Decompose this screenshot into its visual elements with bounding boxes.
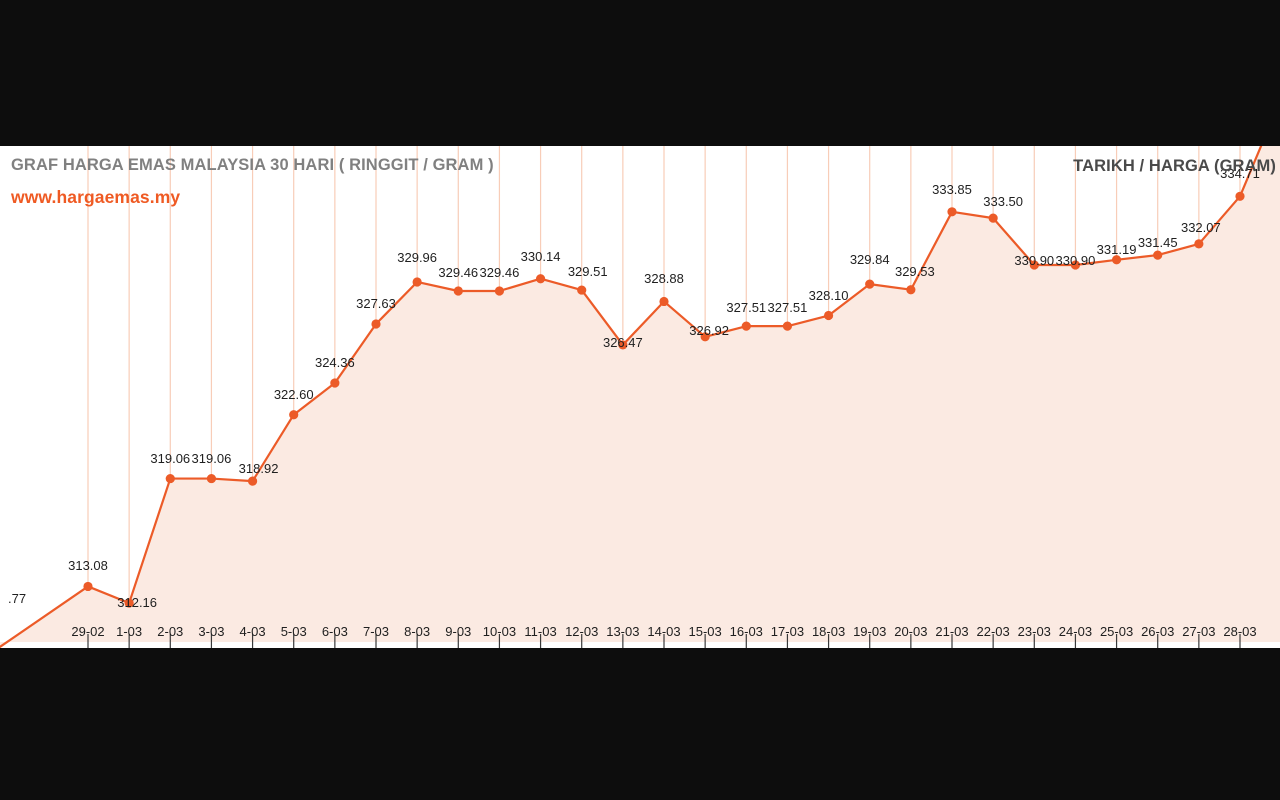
- data-value-label: 329.84: [849, 252, 890, 268]
- x-axis-date-label: 16-03: [729, 624, 763, 639]
- x-axis-date-label: 28-03: [1223, 624, 1257, 639]
- x-axis-date-label: 24-03: [1058, 624, 1093, 639]
- axis-legend-title: TARIKH / HARGA (GRAM): [1073, 157, 1276, 175]
- data-point-marker[interactable]: [947, 207, 957, 217]
- area-fill: [0, 146, 1280, 647]
- data-point-marker[interactable]: [535, 274, 546, 284]
- data-value-label: 329.51: [567, 264, 608, 280]
- chart-title: GRAF HARGA EMAS MALAYSIA 30 HARI ( RINGG…: [11, 156, 494, 174]
- x-axis-date-label: 9-03: [445, 624, 472, 639]
- data-value-label: 328.10: [808, 287, 849, 303]
- x-axis-date-label: 14-03: [647, 624, 681, 639]
- data-value-label: 328.88: [644, 271, 684, 287]
- data-value-label: 327.63: [356, 295, 396, 311]
- data-value-label: 332.07: [1180, 219, 1221, 235]
- x-axis-date-label: 20-03: [894, 624, 928, 639]
- x-axis-date-label: 17-03: [770, 624, 805, 639]
- data-value-label: 326.47: [602, 334, 643, 350]
- data-point-marker[interactable]: [165, 473, 175, 484]
- data-point-marker[interactable]: [1029, 260, 1039, 270]
- site-url-label: www.hargaemas.my: [11, 187, 181, 207]
- data-point-marker[interactable]: [206, 473, 217, 484]
- data-value-label: 333.50: [983, 194, 1024, 210]
- data-point-markers: [83, 191, 1245, 608]
- axis-ticks-group: [87, 634, 1241, 648]
- data-point-marker[interactable]: [618, 340, 628, 350]
- data-point-marker[interactable]: [330, 378, 340, 388]
- x-axis-date-label: 13-03: [606, 624, 640, 639]
- data-point-marker[interactable]: [782, 321, 793, 331]
- data-value-label: 326.92: [689, 322, 730, 338]
- x-axis-date-label: 29-02: [71, 624, 105, 639]
- data-point-marker[interactable]: [700, 332, 710, 342]
- data-value-label: 329.96: [397, 249, 438, 265]
- x-axis-date-label: 21-03: [935, 624, 969, 639]
- data-point-marker[interactable]: [823, 310, 834, 321]
- x-axis-date-label: 1-03: [116, 624, 143, 639]
- data-value-label: 333.85: [932, 181, 972, 197]
- x-axis-date-label: 3-03: [198, 624, 225, 639]
- data-point-marker[interactable]: [83, 581, 93, 592]
- data-value-label: 329.46: [438, 264, 479, 280]
- data-point-marker[interactable]: [1153, 250, 1163, 260]
- x-axis-date-label: 4-03: [239, 624, 266, 639]
- data-value-label: 327.51: [767, 300, 808, 316]
- data-value-label: 318.92: [238, 461, 279, 477]
- data-point-marker[interactable]: [659, 296, 669, 307]
- x-axis-date-label: 8-03: [404, 624, 431, 639]
- gold-price-line-chart: [0, 146, 1280, 648]
- data-point-marker[interactable]: [1070, 260, 1081, 270]
- x-axis-date-label: 26-03: [1141, 624, 1175, 639]
- x-axis-date-label: 12-03: [565, 624, 599, 639]
- data-value-label: 330.90: [1014, 253, 1055, 268]
- data-point-marker[interactable]: [741, 321, 751, 331]
- data-point-marker[interactable]: [453, 286, 463, 296]
- x-axis-date-label: 15-03: [688, 624, 722, 639]
- data-point-marker[interactable]: [1194, 239, 1204, 249]
- data-value-label: 313.08: [68, 558, 108, 574]
- data-point-marker[interactable]: [577, 285, 587, 295]
- data-point-marker[interactable]: [412, 277, 422, 287]
- x-axis-date-label: 10-03: [482, 624, 517, 639]
- data-point-marker[interactable]: [124, 598, 134, 608]
- x-axis-date-label: 2-03: [157, 624, 184, 639]
- chart-panel: .77 313.08 312.16 319.06 319.06 318.92 322.60 3…: [0, 146, 1280, 648]
- data-point-marker[interactable]: [988, 213, 998, 223]
- data-value-label: 329.53: [894, 263, 935, 279]
- data-value-label: 319.06: [150, 450, 191, 466]
- data-point-marker[interactable]: [1111, 255, 1122, 265]
- x-axis-date-label: 11-03: [524, 624, 557, 639]
- data-value-label: 331.45: [1137, 235, 1178, 251]
- data-value-label: 330.90: [1055, 253, 1096, 268]
- data-value-label: 331.19: [1096, 241, 1137, 257]
- data-value-label: 312.16: [117, 595, 158, 611]
- data-point-marker[interactable]: [865, 279, 875, 289]
- data-point-marker[interactable]: [371, 319, 381, 329]
- data-value-label: 329.46: [479, 264, 520, 280]
- x-axis-date-label: 19-03: [853, 624, 887, 639]
- x-axis-date-label: 22-03: [976, 624, 1010, 639]
- data-point-marker[interactable]: [1235, 191, 1245, 201]
- clipped-value-label: .77: [8, 590, 27, 606]
- data-value-label: 330.14: [520, 248, 561, 264]
- x-axis-date-label: 7-03: [362, 624, 390, 639]
- data-point-marker[interactable]: [906, 285, 916, 295]
- data-point-marker[interactable]: [494, 286, 505, 296]
- data-value-label: 327.51: [726, 300, 767, 316]
- data-value-label: 324.36: [314, 354, 355, 370]
- data-point-marker[interactable]: [289, 410, 299, 420]
- x-axis-date-label: 18-03: [811, 624, 846, 639]
- data-point-marker[interactable]: [247, 476, 258, 486]
- x-axis-date-label: 6-03: [321, 624, 348, 639]
- x-axis-date-label: 23-03: [1017, 624, 1051, 639]
- data-value-label: 319.06: [191, 450, 232, 466]
- data-value-label: 334.71: [1220, 166, 1260, 182]
- x-axis-date-label: 27-03: [1182, 624, 1216, 639]
- x-axis-date-label: 5-03: [280, 624, 307, 639]
- data-value-label: 322.60: [273, 386, 314, 402]
- x-axis-date-label: 25-03: [1099, 624, 1134, 639]
